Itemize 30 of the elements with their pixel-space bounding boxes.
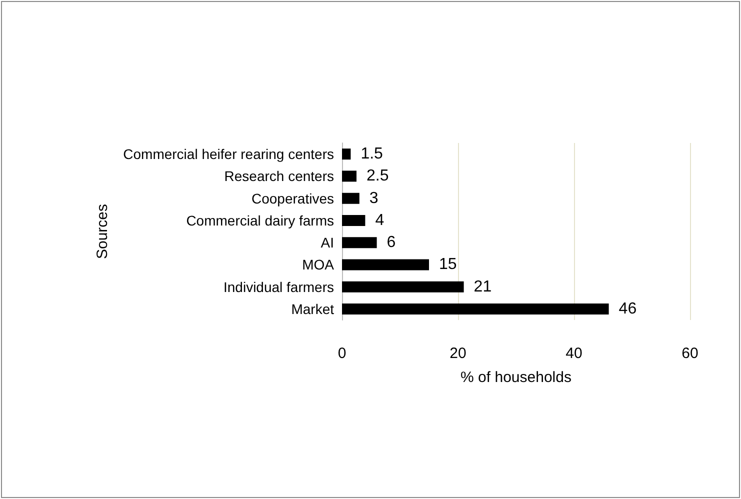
y-tick-label: AI (320, 234, 334, 251)
y-tick-label: MOA (302, 256, 335, 273)
bar (342, 192, 360, 204)
bar (342, 237, 377, 248)
y-tick-label: Individual farmers (224, 278, 334, 295)
data-label: 21 (474, 278, 492, 296)
y-tick-label: Commercial dairy farms (186, 212, 334, 228)
data-label: 3 (369, 190, 378, 207)
y-tick-label: Market (291, 300, 334, 317)
data-label: 46 (618, 300, 637, 318)
x-tick-label: 40 (566, 345, 582, 362)
y-tick-label: Research centers (224, 168, 334, 184)
data-label: 2.5 (366, 168, 389, 185)
bar (342, 259, 429, 270)
x-tick-label: 0 (338, 345, 346, 362)
bar (342, 281, 464, 292)
data-label: 4 (375, 212, 384, 229)
bar (342, 303, 609, 314)
bar (342, 148, 351, 160)
data-label: 6 (386, 234, 396, 252)
bar (342, 214, 366, 226)
data-label: 15 (439, 256, 457, 274)
x-axis-title: % of households (460, 369, 572, 386)
bar (342, 170, 356, 182)
y-tick-label: Commercial heifer rearing centers (123, 146, 334, 162)
x-tick-label: 20 (450, 345, 466, 362)
y-axis-title: Sources (94, 204, 111, 260)
x-tick-label: 60 (682, 345, 698, 362)
y-tick-label: Cooperatives (252, 190, 334, 206)
data-label: 1.5 (360, 146, 384, 163)
